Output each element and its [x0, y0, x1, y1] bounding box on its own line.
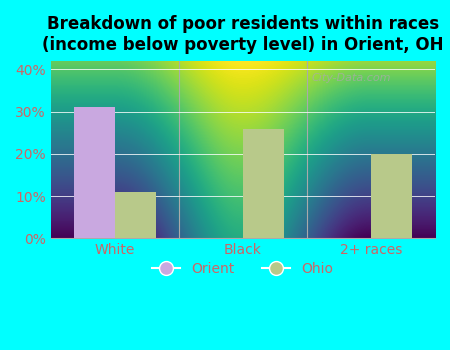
Bar — [115, 192, 156, 238]
Legend: Orient, Ohio: Orient, Ohio — [147, 256, 339, 281]
Bar — [243, 128, 284, 238]
Text: City-Data.com: City-Data.com — [312, 74, 392, 83]
Bar — [74, 107, 115, 238]
Title: Breakdown of poor residents within races
(income below poverty level) in Orient,: Breakdown of poor residents within races… — [42, 15, 444, 54]
Bar — [371, 154, 412, 238]
